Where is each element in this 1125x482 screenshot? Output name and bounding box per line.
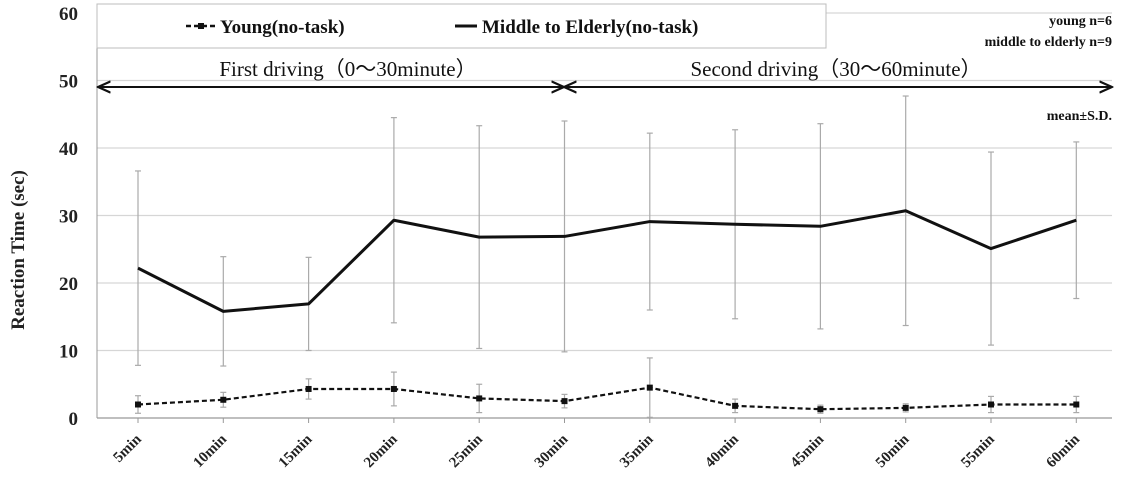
x-tick-label-50min: 50min xyxy=(873,431,913,471)
x-tick-label-30min: 30min xyxy=(532,431,572,471)
y-tick-label-60: 60 xyxy=(59,4,78,25)
data-point-young-50min xyxy=(902,404,909,411)
x-tick-label-45min: 45min xyxy=(788,431,828,471)
data-point-young-10min xyxy=(220,396,227,403)
phase-1-label: First driving（0～30minute） xyxy=(219,57,476,81)
data-point-young-45min xyxy=(817,406,824,413)
data-point-young-25min xyxy=(476,395,483,402)
legend-label-young: Young(no-task) xyxy=(220,17,345,38)
series-line-elderly xyxy=(137,209,1077,313)
series-line-young xyxy=(137,386,1077,411)
data-point-young-60min xyxy=(1073,401,1080,408)
stat-note: mean±S.D. xyxy=(1047,109,1112,124)
x-tick-label-25min: 25min xyxy=(446,431,486,471)
y-tick-labels: 0 10 20 30 40 50 60 xyxy=(59,4,78,430)
phase-2-label: Second driving（30～60minute） xyxy=(690,57,981,81)
data-point-young-15min xyxy=(305,385,312,392)
y-tick-label-30: 30 xyxy=(59,207,78,228)
data-point-young-40min xyxy=(732,402,739,409)
data-point-young-55min xyxy=(988,401,994,408)
y-tick-label-10: 10 xyxy=(59,342,78,363)
legend-label-elderly: Middle to Elderly(no-task) xyxy=(482,17,698,38)
error-bars xyxy=(135,95,1080,418)
x-tick-label-5min: 5min xyxy=(111,431,146,466)
x-tick-label-60min: 60min xyxy=(1044,431,1084,471)
x-tick-label-15min: 15min xyxy=(276,431,316,471)
data-point-young-5min xyxy=(135,401,141,408)
x-tick-label-55min: 55min xyxy=(958,431,998,471)
legend-marker-young xyxy=(198,23,204,29)
series-lines xyxy=(135,209,1080,413)
data-point-young-20min xyxy=(390,385,397,392)
y-tick-label-40: 40 xyxy=(59,139,78,160)
x-tick-label-10min: 10min xyxy=(191,431,231,471)
data-point-young-30min xyxy=(561,398,568,405)
x-tick-labels: 5min 10min 15min 20min 25min 30min 35min 40min 4… xyxy=(111,431,1084,471)
y-tick-label-0: 0 xyxy=(69,409,79,430)
legend: Young(no-task) Middle to Elderly(no-task… xyxy=(96,3,827,49)
x-tick-label-35min: 35min xyxy=(617,431,657,471)
y-axis-label: Reaction Time (sec) xyxy=(8,170,29,330)
sample-size-young: young n=6 xyxy=(1049,14,1112,29)
x-tick-label-40min: 40min xyxy=(702,431,742,471)
y-tick-label-50: 50 xyxy=(59,72,78,93)
sample-size-elderly: middle to elderly n=9 xyxy=(985,35,1112,50)
data-point-young-35min xyxy=(646,384,653,391)
y-tick-label-20: 20 xyxy=(59,274,78,295)
x-tick-label-20min: 20min xyxy=(361,431,401,471)
